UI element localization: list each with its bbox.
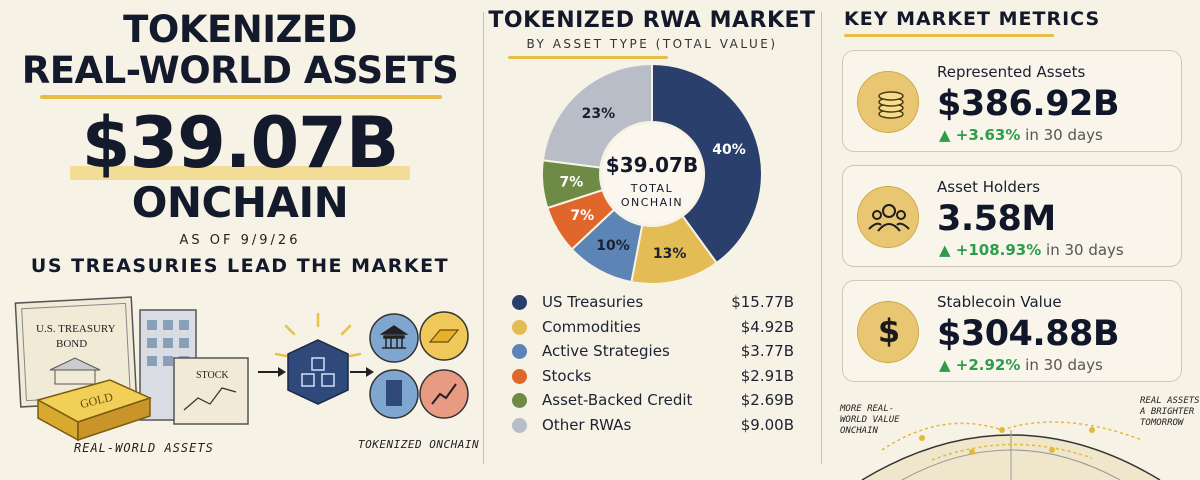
stock-text: STOCK [196, 370, 229, 381]
metric-card-asset-holders: Asset Holders 3.58M ▲ +108.93% in 30 day… [842, 165, 1182, 267]
gold-token-icon [419, 311, 469, 361]
donut-slice-0 [651, 62, 763, 265]
metric-value: $304.88B [937, 314, 1120, 354]
divider [821, 12, 822, 464]
legend-item: Stocks $2.91B [512, 366, 794, 388]
metrics-underline [844, 34, 1054, 37]
donut-center-label-1: TOTAL [630, 182, 673, 195]
label-real-world-assets: REAL-WORLD ASSETS [74, 441, 214, 455]
legend-swatch [512, 393, 527, 409]
legend-swatch [512, 418, 527, 433]
metric-change: ▲ +2.92% in 30 days [939, 356, 1103, 374]
legend-label: Active Strategies [542, 342, 670, 361]
legend-value: $3.77B [740, 342, 794, 361]
metric-card-represented-assets: Represented Assets $386.92B ▲ +3.63% in … [842, 50, 1182, 152]
legend-value: $2.69B [740, 391, 794, 410]
stock-certificate-icon: STOCK [173, 357, 249, 425]
donut-slice-5 [541, 62, 653, 169]
hero-onchain: ONCHAIN [131, 178, 349, 227]
metrics-panel: KEY MARKET METRICS Represented Assets $3… [822, 0, 1200, 480]
blockchain-cube-icon [274, 312, 362, 405]
arrow-right-icon [258, 367, 286, 377]
title-underline [40, 95, 442, 99]
metric-value: 3.58M [937, 199, 1056, 239]
legend-item: Active Strategies $3.77B [512, 341, 794, 363]
divider [483, 12, 484, 464]
market-title: TOKENIZED RWA MARKET [488, 8, 816, 33]
legend-label: Commodities [542, 317, 641, 336]
rwa-illustration: U.S. TREASURY BOND GOLD STOCK [14, 296, 469, 442]
legend-swatch [512, 344, 527, 360]
donut-center-value: $39.07B [606, 153, 698, 177]
donut-center-label-2: ONCHAIN [621, 196, 683, 209]
lead-headline: US TREASURIES LEAD THE MARKET [30, 255, 450, 277]
globe-illustration [861, 421, 1161, 480]
legend-label: Stocks [542, 366, 592, 385]
footer-right-note: REAL ASSETS A BRIGHTER TOMORROW [1140, 396, 1200, 428]
metric-label: Asset Holders [937, 178, 1041, 196]
bond-text-2: BOND [56, 338, 87, 350]
donut-slice-label-5: 23% [582, 106, 616, 122]
legend-label: US Treasuries [542, 293, 644, 311]
metric-change: ▲ +108.93% in 30 days [939, 241, 1124, 259]
market-subtitle: BY ASSET TYPE (TOTAL VALUE) [526, 37, 778, 51]
hero-title-line2: REAL-WORLD ASSETS [21, 49, 459, 92]
metrics-title: KEY MARKET METRICS [844, 8, 1101, 30]
people-icon [857, 186, 919, 248]
donut-center [602, 124, 702, 224]
legend-item: Other RWAs $9.00B [512, 415, 794, 437]
legend-item: Commodities $4.92B [512, 317, 794, 339]
arrow-right-icon [350, 367, 374, 377]
metric-label: Stablecoin Value [937, 293, 1062, 311]
donut-slice-label-4: 7% [559, 175, 583, 191]
dollar-icon: $ [857, 301, 919, 363]
hero-amount: $39.07B [81, 102, 399, 184]
legend-value: $9.00B [740, 416, 794, 434]
donut-slice-label-3: 7% [570, 208, 594, 224]
treasury-bond-icon: U.S. TREASURY BOND [14, 296, 138, 408]
donut-slice-label-2: 10% [596, 238, 630, 254]
chart-token-icon [419, 369, 469, 419]
metric-value: $386.92B [937, 84, 1120, 124]
metric-change: ▲ +3.63% in 30 days [939, 126, 1103, 144]
hero-title-line1: TOKENIZED [123, 8, 357, 51]
legend-label: Asset-Backed Credit [542, 391, 693, 410]
amount-highlight [70, 166, 410, 180]
legend-value: $4.92B [740, 317, 794, 336]
as-of-date: AS OF 9/9/26 [179, 233, 301, 248]
legend-item: Asset-Backed Credit $2.69B [512, 390, 794, 412]
footer-left-note: MORE REAL-WORLD VALUE ONCHAIN [840, 404, 900, 436]
legend-value: $15.77B [731, 293, 794, 311]
donut-slice-label-1: 13% [653, 246, 687, 262]
legend-swatch [512, 368, 527, 384]
gold-bar-icon: GOLD [36, 379, 153, 442]
legend-value: $2.91B [740, 366, 794, 385]
building-token-icon [369, 369, 419, 419]
bank-token-icon [369, 313, 419, 363]
legend-label: Other RWAs [542, 416, 632, 434]
metric-card-stablecoin-value: $ Stablecoin Value $304.88B ▲ +2.92% in … [842, 280, 1182, 382]
coins-icon [857, 71, 919, 133]
label-tokenized-onchain: TOKENIZED ONCHAIN [358, 438, 480, 451]
market-panel: TOKENIZED RWA MARKET BY ASSET TYPE (TOTA… [484, 0, 820, 480]
donut-slice-label-0: 40% [712, 142, 746, 158]
legend-swatch [512, 295, 527, 310]
market-underline [508, 56, 668, 59]
hero-panel: TOKENIZED REAL-WORLD ASSETS $39.07B ONCH… [0, 0, 480, 480]
bond-text-1: U.S. TREASURY [36, 323, 116, 335]
legend-item: US Treasuries $15.77B [512, 292, 794, 314]
metric-label: Represented Assets [937, 63, 1086, 81]
legend-swatch [512, 319, 527, 335]
